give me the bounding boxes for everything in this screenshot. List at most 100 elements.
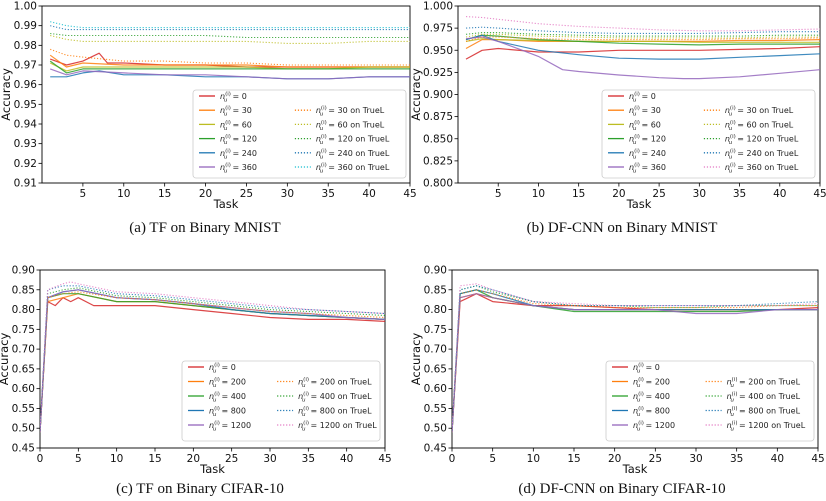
y-tick-label: 0.85 — [424, 284, 447, 296]
legend-label: n(i) u = 400 — [633, 392, 670, 404]
legend-label: n(i) u = 1200 — [633, 421, 675, 433]
legend-label: n(i) u = 30 — [629, 106, 661, 118]
x-axis-label: Task — [199, 462, 225, 476]
legend-label: n(i) u = 240 — [629, 148, 666, 160]
legend-label: n(i) u = 800 — [633, 406, 670, 418]
legend-label: n(i) u = 120 on TrueL — [316, 134, 390, 146]
x-axis-label: Task — [622, 462, 648, 476]
legend-label: n(i) u = 240 — [220, 148, 257, 160]
legend-box — [601, 89, 816, 179]
y-tick-label: 1.00 — [14, 1, 37, 13]
legend-label: n(i) u = 400 on TrueL — [298, 392, 372, 404]
legend-label: n(i) u = 120 on TrueL — [725, 134, 799, 146]
series-group — [465, 16, 820, 80]
x-tick-label: 10 — [117, 188, 130, 200]
figure-caption: (d) DF-CNN on Binary CIFAR-10 — [518, 481, 725, 497]
chart-panel-4: 0.45 0.50 0.55 0.60 0.65 0.70 0.75 0.80 0.85 0.90… — [409, 265, 825, 498]
y-tick-label: 0.800 — [423, 178, 453, 190]
x-tick-label: 5 — [489, 453, 496, 465]
x-tick-label: 35 — [730, 453, 743, 465]
y-tick-label: 0.50 — [12, 423, 35, 435]
y-tick-label: 0.75 — [12, 324, 35, 336]
x-tick-label: 10 — [532, 188, 545, 200]
y-tick-label: 0.65 — [12, 363, 35, 375]
figure-caption: (c) TF on Binary CIFAR-10 — [116, 481, 284, 497]
plot-frame — [39, 269, 386, 449]
y-tick-label: 0.98 — [14, 40, 37, 52]
x-tick-label: 30 — [689, 453, 702, 465]
legend-label: n(i) u = 360 on TrueL — [725, 163, 799, 175]
legend-label: n(i) u = 200 on TrueL — [298, 377, 372, 389]
legend: n(i) u = 0 n(i) u = 30 n(i) u = 60 n(i) u = 120… — [601, 89, 816, 179]
legend-label: n(i) u = 200 on TrueL — [727, 377, 801, 389]
legend-label: n(i) u = 200 — [633, 377, 670, 389]
legend-label: n(i) u = 400 on TrueL — [727, 392, 801, 404]
legend-label: n(i) u = 200 — [209, 377, 246, 389]
x-tick-label: 10 — [527, 453, 540, 465]
y-tick-label: 0.93 — [14, 138, 37, 150]
legend-label: n(i) u = 360 on TrueL — [316, 163, 390, 175]
series-line-1 — [40, 297, 385, 433]
x-tick-label: 20 — [187, 453, 200, 465]
chart-panel-2: 0.800 0.825 0.850 0.875 0.900 0.925 0.950 0.975… — [409, 1, 826, 237]
legend-label: n(i) u = 0 — [209, 363, 236, 375]
series-group — [452, 283, 818, 433]
series-line-9 — [40, 281, 385, 433]
x-tick-label: 20 — [199, 188, 212, 200]
legend-label: n(i) u = 120 — [629, 134, 666, 146]
x-tick-label: 30 — [693, 188, 706, 200]
series-line-2 — [49, 54, 410, 68]
x-tick-label: 25 — [225, 453, 238, 465]
x-tick-label: 25 — [649, 453, 662, 465]
y-tick-label: 0.91 — [14, 178, 37, 190]
series-line-6 — [49, 68, 410, 80]
series-line-9 — [50, 32, 410, 39]
x-tick-label: 0 — [449, 453, 456, 465]
series-group — [49, 21, 410, 80]
series-line-8 — [452, 285, 818, 433]
y-tick-label: 0.85 — [12, 284, 35, 296]
x-tick-label: 40 — [340, 453, 353, 465]
x-tick-label: 45 — [811, 453, 824, 465]
x-tick-label: 30 — [281, 188, 294, 200]
series-line-5 — [452, 293, 818, 433]
x-tick-label: 25 — [652, 188, 665, 200]
legend: n(i) u = 0 n(i) u = 200 n(i) u = 400 n(i) u = 8… — [605, 360, 815, 442]
legend-label: n(i) u = 400 — [209, 392, 246, 404]
y-axis-label: Accuracy — [0, 333, 11, 386]
legend-label: n(i) u = 240 on TrueL — [725, 148, 799, 160]
x-axis-label: Task — [626, 197, 652, 211]
y-tick-label: 0.825 — [423, 155, 453, 167]
x-tick-label: 15 — [567, 453, 580, 465]
legend-label: n(i) u = 0 — [220, 92, 247, 104]
series-line-8 — [40, 285, 385, 433]
chart-panel-1: 0.91 0.92 0.93 0.94 0.95 0.96 0.97 0.98 0.99 1.00… — [0, 1, 417, 237]
y-tick-label: 0.60 — [12, 383, 35, 395]
x-tick-label: 35 — [322, 188, 335, 200]
series-group — [40, 281, 385, 433]
x-tick-label: 40 — [773, 188, 786, 200]
x-tick-label: 45 — [403, 188, 416, 200]
y-tick-label: 0.850 — [423, 133, 453, 145]
series-line-1 — [465, 46, 820, 60]
x-tick-label: 15 — [572, 188, 585, 200]
y-tick-label: 0.45 — [12, 443, 35, 455]
x-tick-label: 5 — [80, 188, 87, 200]
series-line-6 — [40, 291, 385, 433]
x-tick-label: 25 — [240, 188, 253, 200]
legend-label: n(i) u = 30 on TrueL — [725, 106, 794, 118]
legend-label: n(i) u = 60 on TrueL — [316, 120, 385, 132]
legend-label: n(i) u = 240 on TrueL — [316, 148, 390, 160]
x-tick-label: 20 — [612, 188, 625, 200]
legend-label: n(i) u = 360 — [220, 163, 257, 175]
y-tick-label: 0.80 — [424, 304, 447, 316]
legend-label: n(i) u = 360 — [629, 163, 666, 175]
y-tick-label: 0.94 — [14, 119, 38, 131]
series-line-9 — [452, 283, 818, 433]
legend: n(i) u = 0 n(i) u = 30 n(i) u = 60 n(i) u = 120… — [192, 89, 407, 179]
y-tick-label: 0.90 — [12, 265, 35, 277]
x-tick-label: 45 — [378, 453, 391, 465]
series-line-6 — [465, 36, 820, 80]
series-line-8 — [465, 33, 820, 39]
